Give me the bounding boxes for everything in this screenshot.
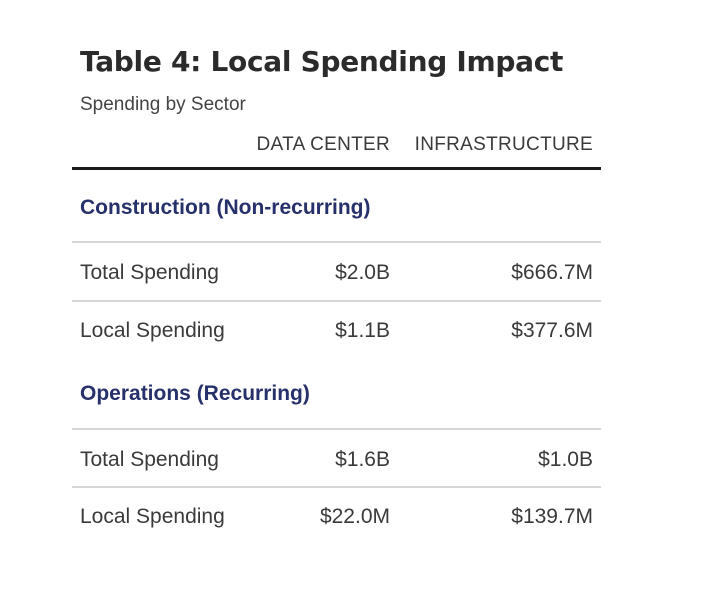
table-title: Table 4: Local Spending Impact [80, 45, 564, 78]
row-divider [72, 300, 601, 302]
column-header-data-center: DATA CENTER [256, 134, 390, 155]
cell-operations-local-infrastructure: $139.7M [511, 505, 593, 528]
cell-construction-total-data-center: $2.0B [335, 261, 390, 284]
row-label-construction-total: Total Spending [80, 261, 219, 284]
cell-operations-local-data-center: $22.0M [319, 505, 390, 528]
cell-construction-local-data-center: $1.1B [335, 319, 390, 342]
cell-construction-total-infrastructure: $666.7M [511, 261, 593, 284]
cell-operations-total-infrastructure: $1.0B [538, 448, 593, 471]
row-label-operations-total: Total Spending [80, 448, 219, 471]
row-label-construction-local: Local Spending [80, 319, 225, 342]
column-header-infrastructure: INFRASTRUCTURE [414, 134, 593, 155]
header-divider [72, 167, 601, 170]
cell-construction-local-infrastructure: $377.6M [511, 319, 593, 342]
row-divider [72, 486, 601, 488]
table-subtitle: Spending by Sector [80, 94, 246, 115]
section-heading-operations: Operations (Recurring) [80, 382, 310, 405]
row-label-operations-local: Local Spending [80, 505, 225, 528]
cell-operations-total-data-center: $1.6B [335, 448, 390, 471]
row-divider [72, 241, 601, 243]
row-divider [72, 428, 601, 430]
section-heading-construction: Construction (Non-recurring) [80, 196, 371, 219]
